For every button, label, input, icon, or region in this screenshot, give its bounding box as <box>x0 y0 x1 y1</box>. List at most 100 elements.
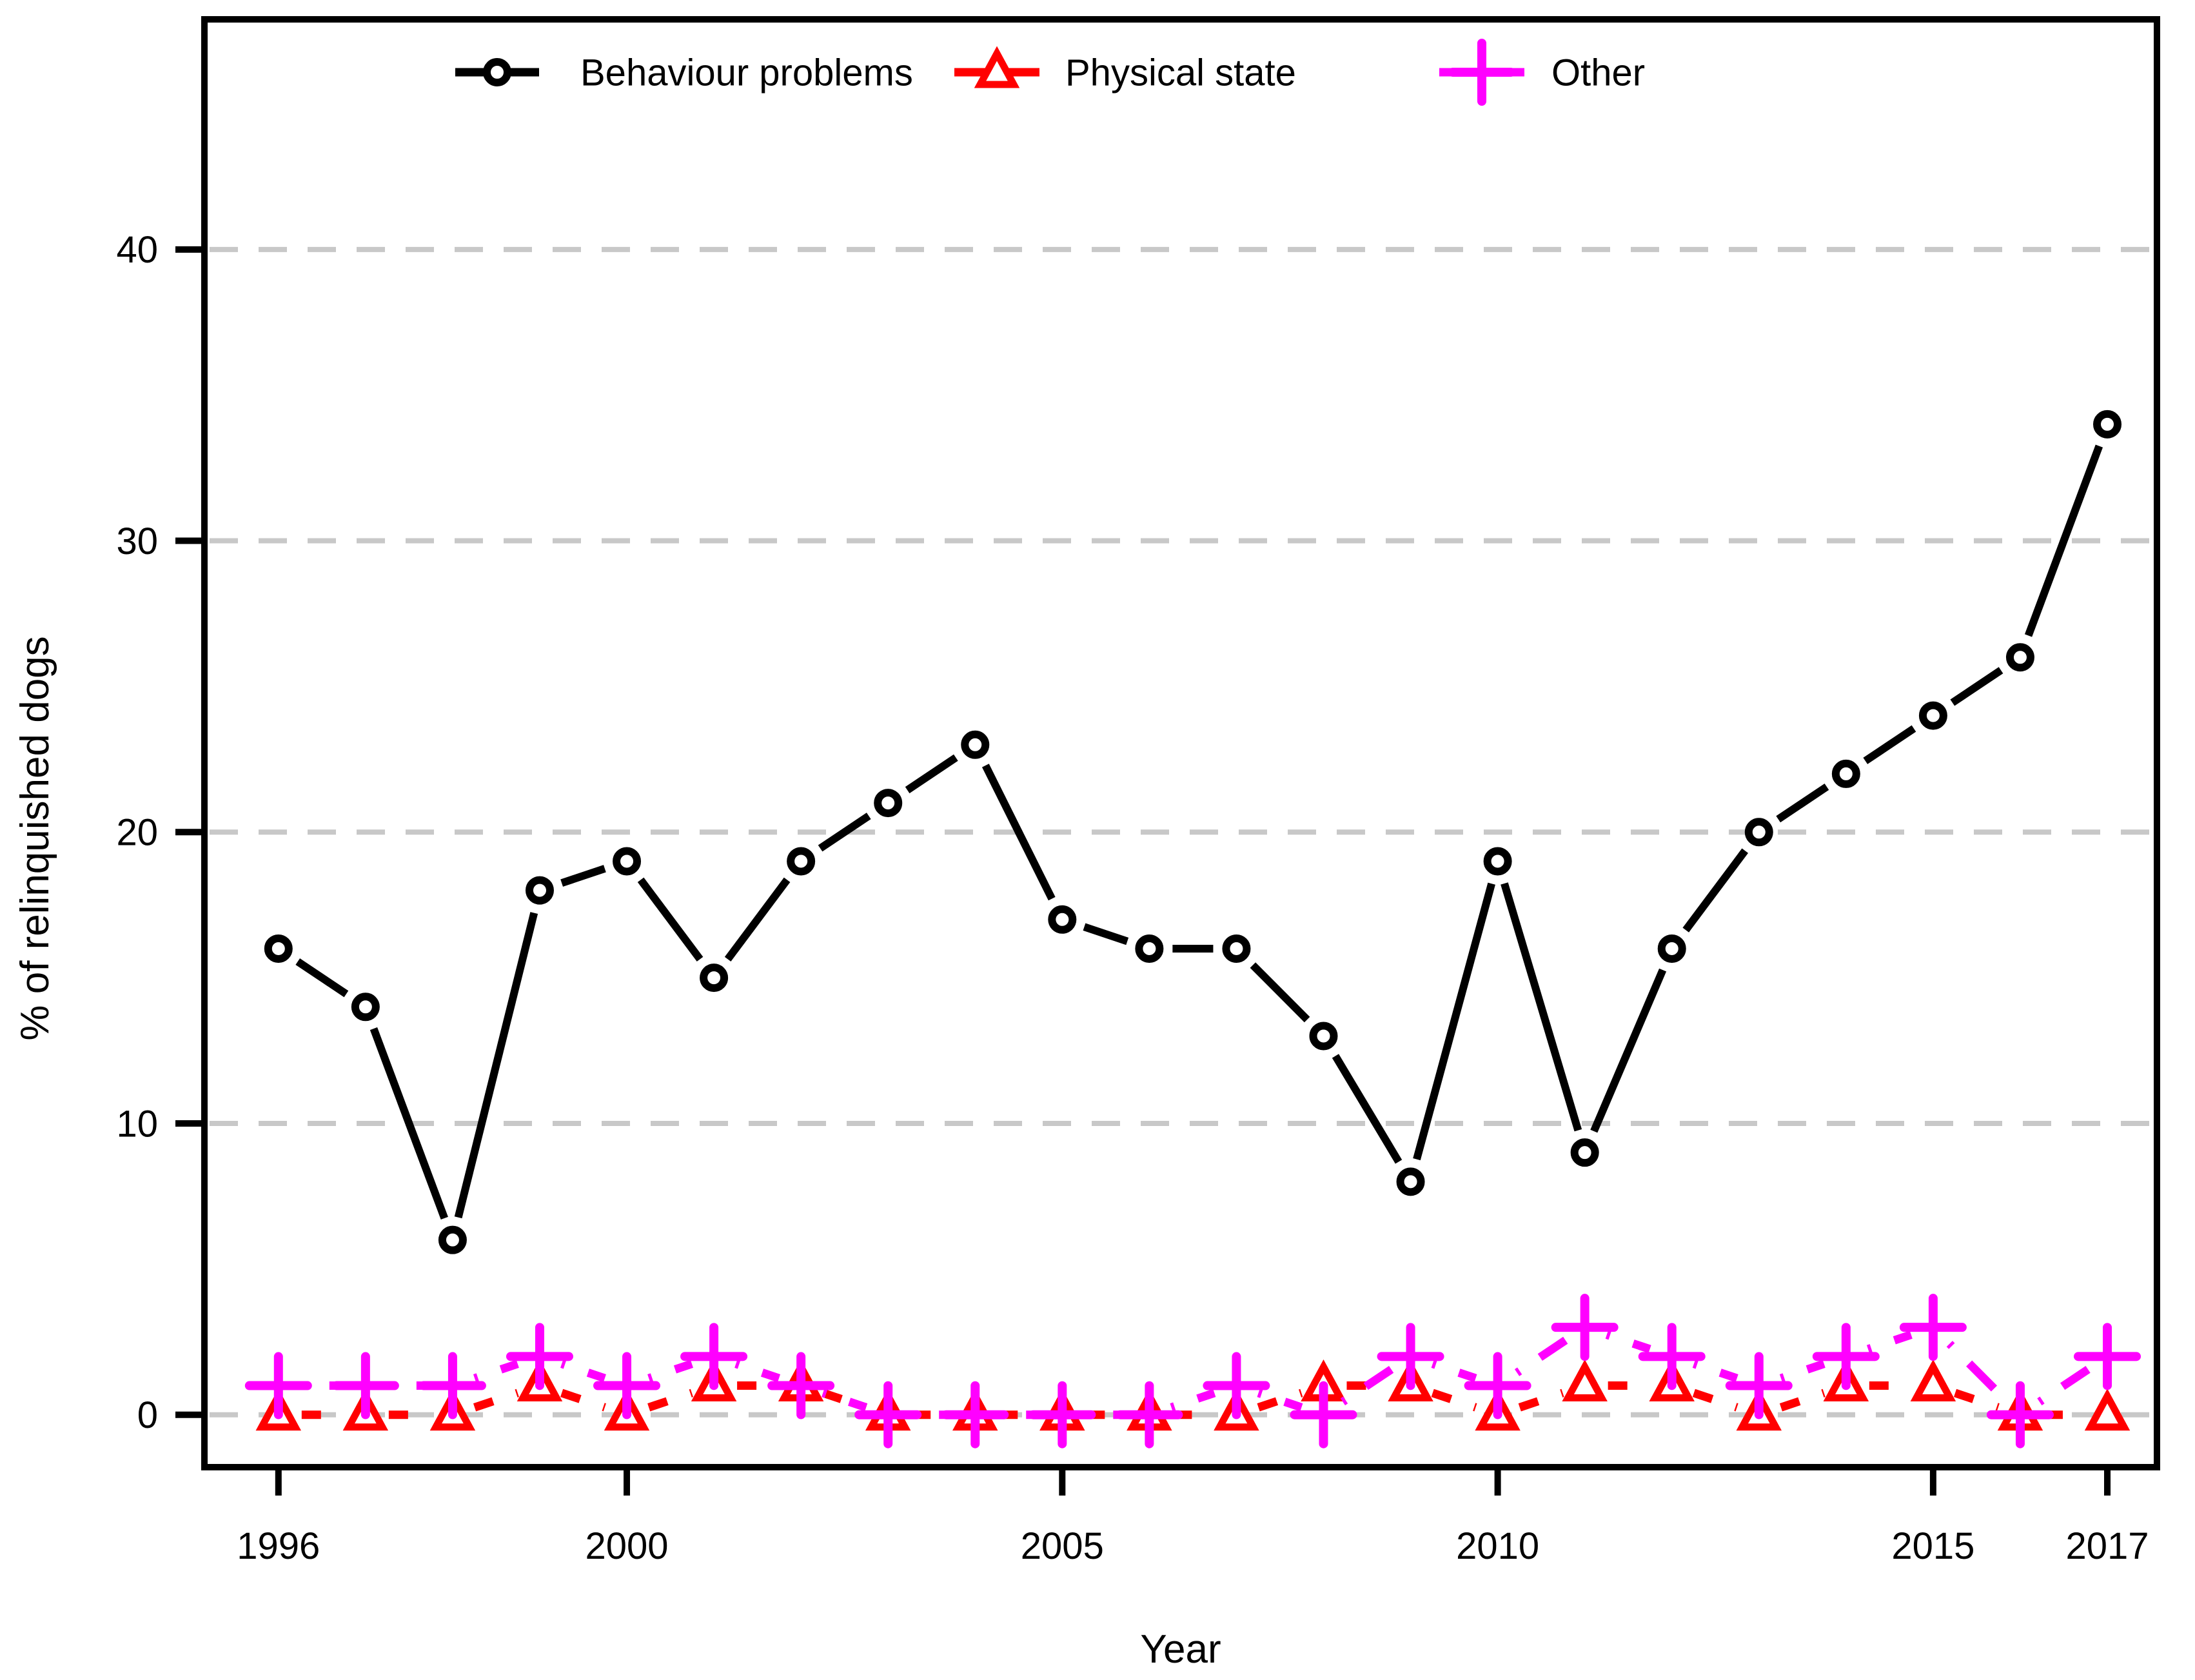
legend-item-physical-state <box>954 46 1039 88</box>
legend-item-behaviour-problems <box>455 58 539 86</box>
series-line-segment <box>560 1359 606 1383</box>
plus-marker <box>418 1352 486 1419</box>
x-tick-label-1996: 1996 <box>237 1525 320 1567</box>
circle-marker <box>351 993 380 1022</box>
plus-marker <box>941 1381 1009 1448</box>
plus-marker <box>1551 1294 1619 1361</box>
legend-label-physical-state: Physical state <box>1065 52 1296 94</box>
x-tick-label-2005: 2005 <box>1021 1525 1104 1567</box>
circle-marker <box>438 1225 467 1254</box>
plus-marker <box>1290 1381 1357 1448</box>
circle-marker <box>2005 643 2034 672</box>
y-tick-label-0: 0 <box>137 1394 158 1436</box>
legend-label-behaviour-problems: Behaviour problems <box>580 52 913 94</box>
plus-marker <box>331 1352 399 1419</box>
plus-marker <box>1448 39 1515 106</box>
plus-marker <box>767 1352 835 1419</box>
series-line-segment <box>734 1359 781 1383</box>
y-tick-label-20: 20 <box>116 812 158 854</box>
series-line-segment <box>560 865 606 887</box>
series-line-segment <box>1431 1388 1477 1412</box>
series-line-segment <box>1431 1359 1477 1383</box>
series-line-segment <box>822 1388 868 1412</box>
series-line-segment <box>1590 968 1667 1133</box>
series-line-segment <box>637 877 704 962</box>
series-line-segment <box>1250 962 1310 1023</box>
series-line-segment <box>2024 444 2103 637</box>
legend-item-other <box>1439 39 1524 106</box>
series-line-segment <box>818 813 871 852</box>
series-line-segment <box>1501 882 1582 1132</box>
x-axis-title: Year <box>1140 1627 1221 1672</box>
y-tick-label-10: 10 <box>116 1103 158 1145</box>
series-line-segment <box>647 1359 694 1383</box>
series-line-segment <box>1170 1388 1216 1412</box>
plus-marker <box>1812 1323 1880 1390</box>
plus-marker <box>1116 1381 1183 1448</box>
x-axis-tick-labels: 1996 2000 2005 2010 2015 2017 <box>237 1525 2149 1567</box>
circle-marker <box>700 964 729 993</box>
series-line-segment <box>1779 1388 1826 1412</box>
series-line-segment <box>1682 848 1749 933</box>
plus-marker <box>1899 1294 1967 1361</box>
circle-marker <box>1918 701 1947 730</box>
plus-marker <box>680 1323 748 1390</box>
series-line-segment <box>905 754 958 794</box>
circle-marker <box>264 934 293 963</box>
series-line-segment <box>724 877 791 962</box>
plus-marker <box>244 1352 312 1419</box>
circle-marker <box>525 876 554 905</box>
circle-marker <box>961 730 990 759</box>
series-line-segment <box>1950 667 2003 706</box>
series-line-segment <box>1953 1388 2000 1412</box>
series-line-segment <box>822 1388 868 1412</box>
circle-marker <box>1135 934 1164 963</box>
circle-marker <box>2093 410 2122 439</box>
series-line-segment <box>369 1027 448 1220</box>
circle-marker <box>1048 905 1077 934</box>
series-line-segment <box>1514 1336 1568 1376</box>
x-tick-label-2015: 2015 <box>1891 1525 1974 1567</box>
series-line-segment <box>1776 783 1829 823</box>
plus-marker <box>593 1352 661 1419</box>
y-axis-title: % of relinquished dogs <box>13 636 57 1040</box>
circle-marker <box>874 789 903 818</box>
series-line-segment <box>647 1388 694 1412</box>
triangle-marker <box>1910 1359 1956 1402</box>
series-line-segment <box>1692 1388 1738 1412</box>
plus-marker <box>1638 1323 1706 1390</box>
legend: Behaviour problems Physical state Other <box>455 39 1645 106</box>
circle-marker <box>1570 1138 1599 1167</box>
plus-marker <box>1986 1381 2054 1448</box>
circle-marker <box>1396 1167 1425 1196</box>
series-line-segment <box>1340 1365 1394 1406</box>
circle-marker <box>787 847 816 876</box>
x-axis-ticks <box>275 1467 2111 1496</box>
series-line-segment <box>1779 1359 1826 1383</box>
series-line-segment <box>1692 1359 1738 1383</box>
plus-marker <box>2074 1323 2141 1390</box>
series-line-segment <box>1332 1054 1403 1164</box>
series-line-segment <box>2037 1365 2091 1406</box>
y-axis-ticks <box>175 246 204 1418</box>
y-tick-label-40: 40 <box>116 229 158 271</box>
plus-marker <box>854 1381 922 1448</box>
series-line-segment <box>473 1388 519 1412</box>
circle-marker <box>483 58 511 86</box>
circle-marker <box>613 847 642 876</box>
plus-marker <box>1725 1352 1793 1419</box>
series-line-segment <box>1413 882 1495 1161</box>
x-tick-label-2017: 2017 <box>2066 1525 2149 1567</box>
circle-marker <box>1309 1022 1338 1051</box>
series-behaviour-problems <box>264 410 2122 1254</box>
plus-marker <box>1029 1381 1096 1448</box>
circle-marker <box>1483 847 1512 876</box>
series-other <box>244 1294 2141 1448</box>
y-tick-label-30: 30 <box>116 520 158 562</box>
series-line-segment <box>473 1359 519 1383</box>
series-physical-state <box>255 1359 2131 1431</box>
series-line-segment <box>1946 1341 2007 1401</box>
data-series <box>244 410 2141 1448</box>
